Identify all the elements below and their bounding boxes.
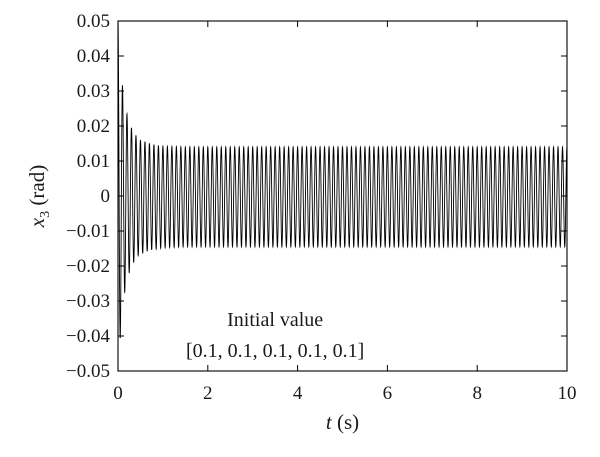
series-layer <box>117 20 568 339</box>
y-tick-label: −0.05 <box>66 361 110 382</box>
x-axis-unit: (s) <box>332 410 359 434</box>
x-axis-label: t (s) <box>326 410 359 434</box>
y-tick-label: 0.03 <box>77 81 110 102</box>
y-axis-variable: x <box>25 217 49 228</box>
y-tick-label: −0.04 <box>66 326 110 347</box>
plot-frame <box>117 20 568 372</box>
y-tick-label: 0.02 <box>77 116 110 137</box>
y-tick-label: 0.04 <box>77 46 111 67</box>
tick-labels: 0 2 4 6 8 10 0.05 0.04 0.03 0.02 0.01 0 −0.01 −0.02 −0… <box>66 11 576 404</box>
y-axis-subscript: 3 <box>38 211 53 218</box>
y-axis-unit: (rad) <box>25 165 49 211</box>
x-tick-label: 6 <box>383 383 393 404</box>
x-tick-label: 4 <box>293 383 303 404</box>
y-axis-label: x3 (rad) <box>25 165 53 228</box>
x-tick-label: 10 <box>558 383 577 404</box>
series-line-0 <box>117 20 568 339</box>
y-tick-label: −0.03 <box>66 291 110 312</box>
y-tick-label: −0.01 <box>66 221 110 242</box>
y-tick-label: 0 <box>101 186 111 207</box>
x-tick-label: 0 <box>113 383 123 404</box>
tick-marks <box>117 20 568 372</box>
annotation-initial-vector: [0.1, 0.1, 0.1, 0.1, 0.1] <box>186 340 364 362</box>
annotation-initial-value: Initial value <box>227 309 323 331</box>
y-tick-label: 0.01 <box>77 151 110 172</box>
x-tick-label: 8 <box>472 383 482 404</box>
y-tick-label: −0.02 <box>66 256 110 277</box>
y-tick-label: 0.05 <box>77 11 110 32</box>
x-tick-label: 2 <box>203 383 213 404</box>
x-axis-variable: t <box>326 410 333 434</box>
